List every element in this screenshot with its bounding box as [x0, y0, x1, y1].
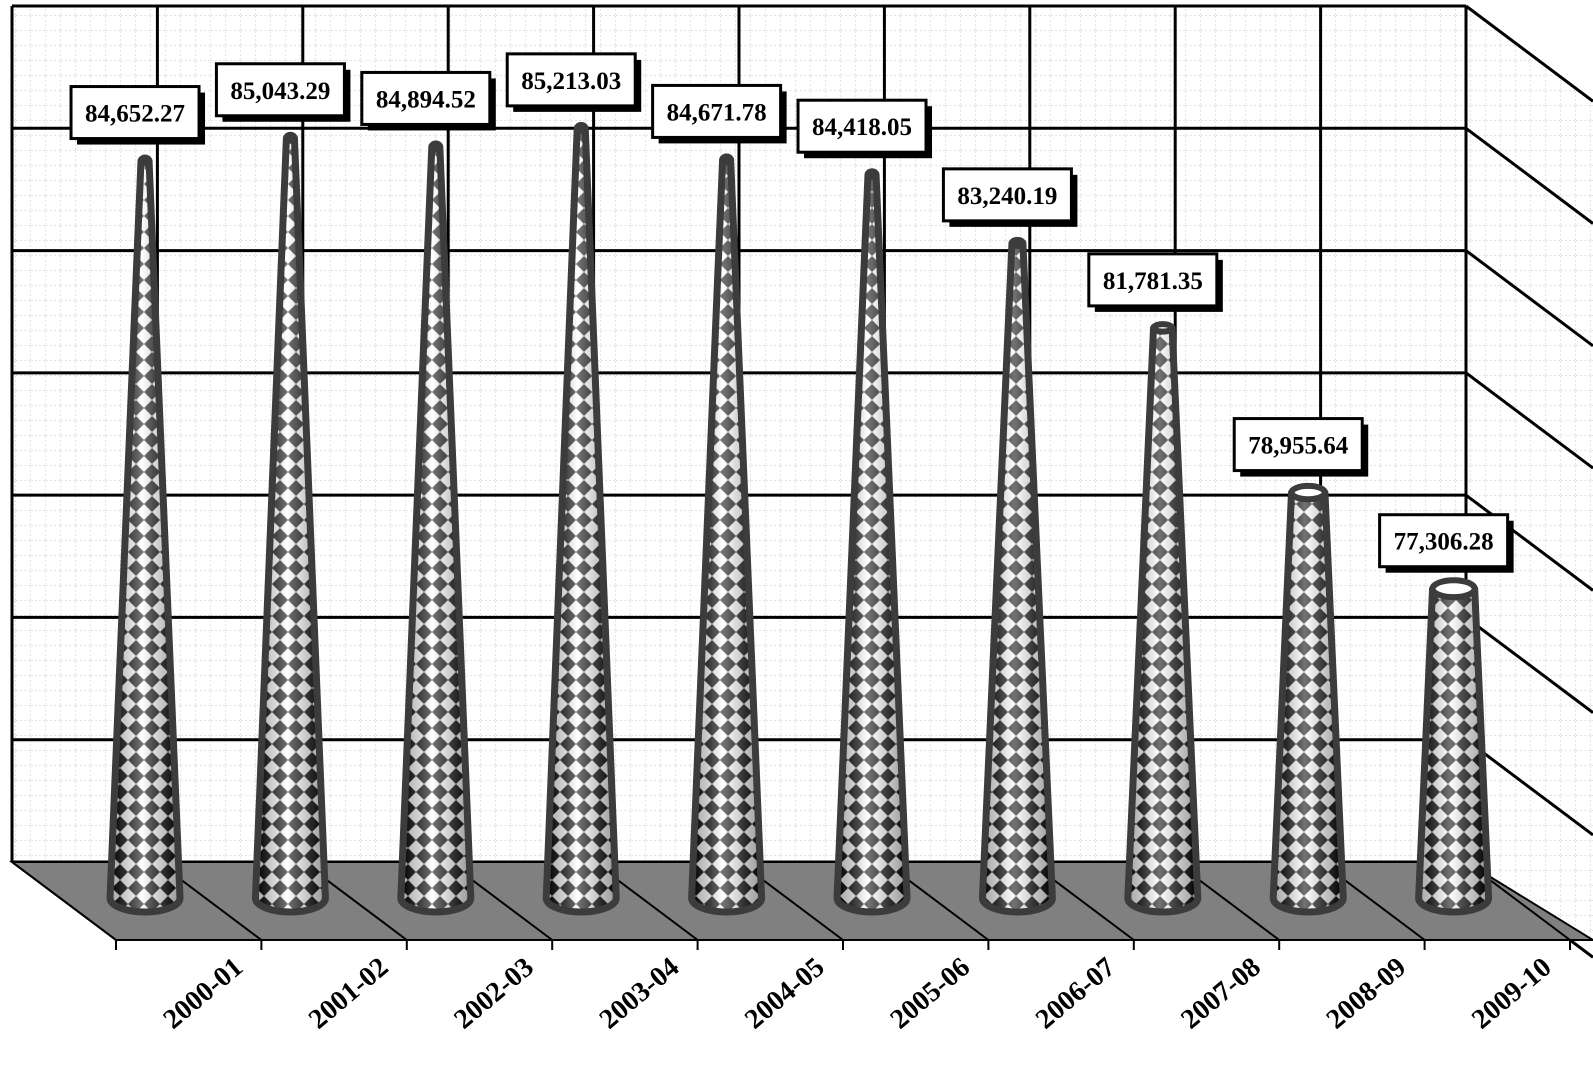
- label-box: [214, 62, 346, 118]
- cone-top-cap: [1429, 577, 1478, 601]
- data-label-2002-03: 84,894.52: [360, 70, 496, 131]
- gridline-side: [1465, 616, 1593, 714]
- label-box: [505, 52, 637, 108]
- x-tick-label-2002-03: 2002-03: [448, 952, 539, 1036]
- gridline-side: [1465, 4, 1593, 103]
- cone-shading: [982, 242, 1053, 913]
- cone-bar-2000-01: [106, 154, 184, 916]
- cone-outline: [106, 157, 184, 916]
- cone-bar-2008-09: [1269, 482, 1347, 916]
- cone-top-cap: [283, 131, 298, 144]
- data-label-2009-10: 77,306.28: [1378, 513, 1514, 573]
- cone-top-cap: [719, 153, 734, 166]
- floor-plane: [9, 861, 1593, 941]
- data-label-2004-05: 84,671.78: [651, 83, 787, 144]
- cone-shading: [110, 160, 181, 912]
- x-tick-label-2007-08: 2007-08: [1175, 952, 1266, 1036]
- label-box: [796, 98, 928, 154]
- cone-shading: [691, 159, 762, 913]
- label-box: [1378, 513, 1510, 569]
- x-tick-label-2006-07: 2006-07: [1030, 952, 1121, 1036]
- x-tick-label-2001-02: 2001-02: [303, 952, 394, 1036]
- x-tick-label-2009-10: 2009-10: [1466, 952, 1557, 1036]
- data-label-text: 85,213.03: [521, 68, 621, 95]
- cone-outline: [397, 142, 475, 916]
- data-label-2008-09: 78,955.64: [1232, 417, 1369, 477]
- cone-top-cap: [428, 140, 443, 153]
- data-label-text: 84,671.78: [667, 99, 767, 126]
- cone-shading: [837, 174, 908, 913]
- data-label-2001-02: 85,043.29: [214, 62, 351, 122]
- cone-outline: [1124, 324, 1202, 916]
- cone-outline: [542, 124, 620, 916]
- gridline-side: [1465, 493, 1593, 592]
- side-wall-minor-grid: [1466, 6, 1593, 940]
- cone-shading: [1127, 327, 1198, 913]
- cone-bar-2007-08: [1124, 321, 1202, 916]
- cone-shading: [255, 137, 326, 912]
- cone-outline: [833, 170, 911, 916]
- cone-shading: [1418, 588, 1489, 913]
- cone-shading: [1273, 492, 1344, 913]
- cone-top-cap: [1288, 482, 1328, 503]
- x-tick-label-2008-09: 2008-09: [1321, 952, 1412, 1036]
- label-box: [941, 167, 1073, 223]
- gridline-side: [1465, 127, 1593, 225]
- cone-bar-2004-05: [688, 153, 766, 916]
- x-tick-label-2003-04: 2003-04: [594, 952, 685, 1036]
- label-box: [360, 70, 492, 126]
- data-label-text: 77,306.28: [1394, 529, 1494, 556]
- cone-bar-2006-07: [978, 236, 1056, 916]
- data-label-2005-06: 84,418.05: [796, 98, 933, 159]
- floor-divider: [11, 861, 117, 941]
- x-tick-label-2004-05: 2004-05: [739, 952, 830, 1036]
- cone-outline: [251, 134, 329, 916]
- x-tick-label-2005-06: 2005-06: [885, 952, 976, 1036]
- data-label-text: 85,043.29: [230, 78, 330, 105]
- gridline-side: [1465, 249, 1593, 348]
- label-box: [1087, 252, 1219, 308]
- cone-top-cap: [574, 121, 589, 134]
- gridline-side: [1465, 738, 1593, 837]
- label-box: [69, 85, 201, 141]
- data-label-2003-04: 85,213.03: [505, 52, 642, 112]
- data-label-text: 78,955.64: [1248, 433, 1349, 460]
- cone-bar-2009-10: [1415, 577, 1493, 916]
- cone-outline: [1415, 585, 1493, 916]
- cone-bar-2001-02: [251, 131, 329, 916]
- cone-top-cap: [865, 168, 880, 181]
- data-label-text: 84,418.05: [812, 114, 912, 141]
- cone-bar-2002-03: [397, 140, 475, 916]
- cone-outline: [1269, 489, 1347, 916]
- cone-top-cap: [1150, 321, 1176, 335]
- data-label-text: 84,894.52: [376, 86, 476, 113]
- data-label-text: 84,652.27: [85, 101, 185, 128]
- data-labels: 84,652.27 85,043.29 84,894.52 85,213.03 84,6…: [69, 52, 1514, 573]
- data-label-text: 81,781.35: [1103, 268, 1203, 295]
- chart-series: [106, 121, 1493, 916]
- label-box: [1232, 417, 1364, 473]
- x-axis-tick-labels: 2000-01 2001-02 2002-03 2003-04 2004-05 2005-…: [158, 952, 1558, 1036]
- cone-bar-2005-06: [833, 168, 911, 916]
- data-label-2007-08: 81,781.35: [1087, 252, 1223, 312]
- cone-shading: [400, 146, 471, 913]
- gridline-side: [1465, 371, 1593, 470]
- cone-shading: [546, 127, 617, 913]
- label-box: [651, 83, 783, 139]
- cone-outline: [978, 239, 1056, 916]
- cone-top-cap: [138, 154, 153, 167]
- cone-outline: [688, 155, 766, 916]
- data-label-text: 83,240.19: [957, 183, 1057, 210]
- data-label-2000-01: 84,652.27: [69, 85, 206, 145]
- cone-top-cap: [1008, 236, 1026, 249]
- cone-bar-2003-04: [542, 121, 620, 916]
- data-label-2006-07: 83,240.19: [941, 167, 1078, 227]
- chart-floor: [9, 861, 1593, 950]
- x-tick-label-2000-01: 2000-01: [158, 952, 249, 1036]
